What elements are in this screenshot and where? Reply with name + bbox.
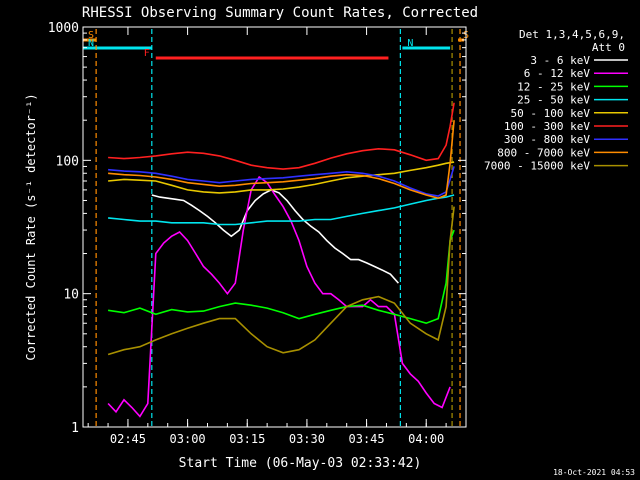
y-tick-label: 1000 [48, 21, 79, 36]
x-tick-label: 03:30 [289, 432, 325, 446]
y-tick-label: 1 [71, 421, 79, 436]
flag-label-s: S [88, 30, 94, 41]
chart-title: RHESSI Observing Summary Count Rates, Co… [82, 5, 478, 21]
legend-label: 800 - 7000 keV [497, 146, 590, 159]
flag-label-f: F [144, 48, 150, 59]
x-tick-label: 03:45 [349, 432, 385, 446]
plot-frame [82, 26, 467, 428]
legend-header-line-1: Det 1,3,4,5,6,9, [519, 28, 625, 41]
series-line-5 [108, 102, 455, 170]
series-line-8 [107, 206, 455, 356]
y-tick-label: 100 [56, 154, 79, 169]
x-tick-label: 03:15 [229, 432, 265, 446]
x-axis-ticks: 02:45 03:00 03:15 03:30 03:45 04:00 [87, 27, 467, 446]
x-axis-label: Start Time (06-May-03 02:33:42) [179, 456, 422, 471]
legend-label: 3 - 6 keV [530, 54, 590, 67]
y-axis-label: Corrected Count Rate (s⁻¹ detector⁻¹) [24, 93, 38, 360]
series-line-4 [108, 161, 455, 194]
series-layer [107, 102, 455, 418]
series-line-3 [108, 194, 455, 226]
flag-label-n: N [407, 38, 413, 49]
legend-label: 300 - 800 keV [504, 133, 590, 146]
flags-layer: SN NSF [83, 30, 469, 60]
legend-label: 100 - 300 keV [504, 120, 590, 133]
series-line-1 [107, 175, 451, 418]
legend-label: 6 - 12 keV [524, 67, 591, 80]
vlines-layer [95, 29, 461, 427]
legend-label: 50 - 100 keV [511, 107, 591, 120]
series-line-0 [151, 189, 399, 284]
series-line-2 [107, 229, 455, 325]
legend-header-line-2: Att 0 [592, 41, 625, 54]
legend-label: 7000 - 15000 keV [484, 160, 590, 173]
series-line-7 [108, 120, 455, 200]
timestamp: 18-Oct-2021 04:53 [553, 468, 635, 477]
x-tick-label: 03:00 [170, 432, 206, 446]
y-axis-ticks: 1 10 100 1000 [48, 21, 466, 436]
flag-label-n: N [88, 38, 94, 49]
x-tick-label: 02:45 [110, 432, 146, 446]
legend-label: 12 - 25 keV [517, 80, 590, 93]
y-tick-label: 10 [63, 288, 79, 303]
x-tick-label: 04:00 [408, 432, 444, 446]
legend-label: 25 - 50 keV [517, 94, 590, 107]
series-line-6 [108, 166, 455, 197]
